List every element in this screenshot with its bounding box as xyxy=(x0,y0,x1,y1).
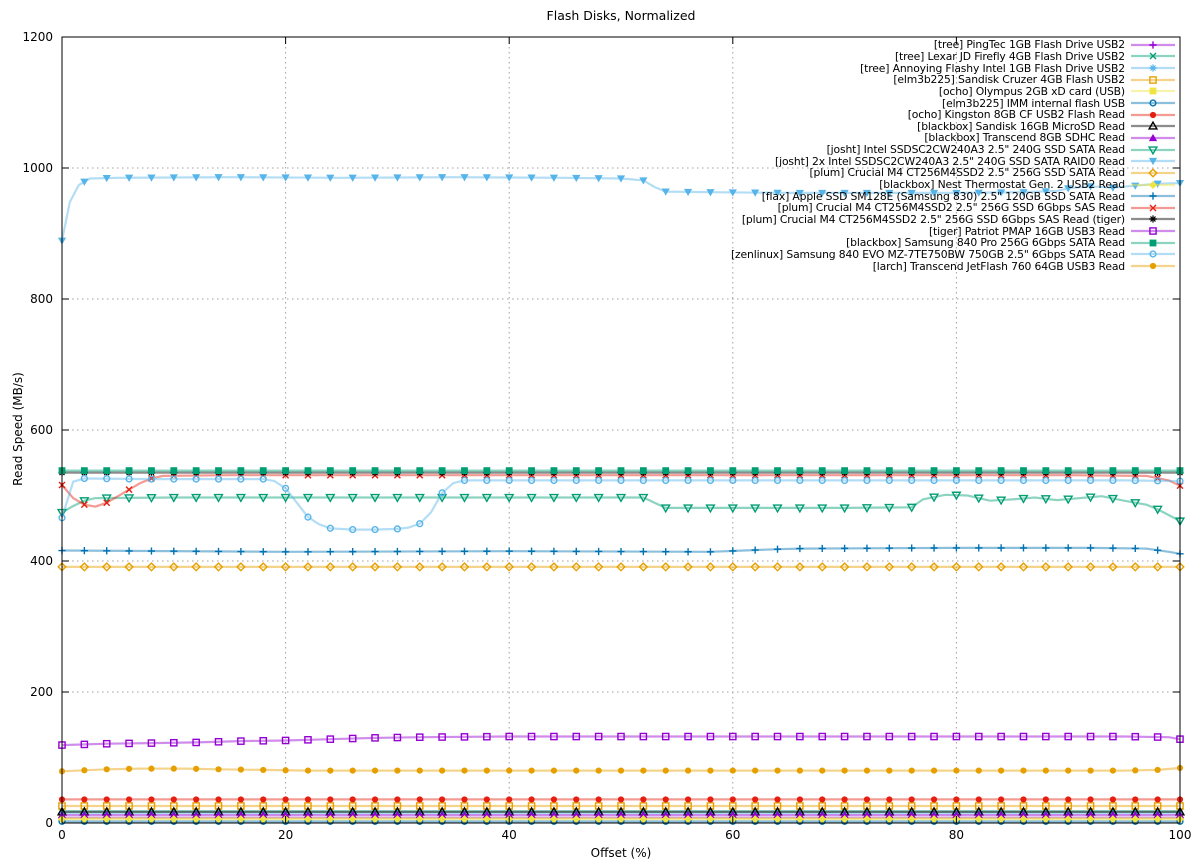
legend-marker-plus-icon xyxy=(1131,41,1175,49)
legend-item: [plum] Crucial M4 CT256M4SSD2 2.5" 256G … xyxy=(731,212,1176,226)
legend-marker-square-filled-icon xyxy=(1131,87,1175,95)
legend-marker-triangle-down-filled-icon xyxy=(1131,158,1175,166)
legend-marker-x-icon xyxy=(1131,52,1175,60)
legend-label: [blackbox] Samsung 840 Pro 256G 6Gbps SA… xyxy=(846,236,1125,250)
legend-item: [tree] PingTec 1GB Flash Drive USB2 xyxy=(731,38,1176,52)
legend-label: [plum] Crucial M4 CT256M4SSD2 2.5" 256G … xyxy=(741,212,1125,226)
legend-label: [ocho] Kingston 8GB CF USB2 Flash Read xyxy=(907,108,1125,122)
legend-marker-square-open-icon xyxy=(1131,75,1175,84)
legend-item: [ocho] Kingston 8GB CF USB2 Flash Read xyxy=(731,108,1176,122)
legend-item: [flax] Apple SSD SM128E (Samsung 830) 2.… xyxy=(731,189,1176,203)
legend-marker-asterisk-icon xyxy=(1131,64,1175,72)
legend-label: [larch] Transcend JetFlash 760 64GB USB3… xyxy=(872,259,1125,273)
legend-item: [tree] Annoying Flashy Intel 1GB Flash D… xyxy=(731,61,1176,75)
legend-label: [blackbox] Sandisk 16GB MicroSD Read xyxy=(917,119,1125,133)
legend-item: [blackbox] Sandisk 16GB MicroSD Read xyxy=(731,119,1176,133)
legend-marker-triangle-up-filled-icon xyxy=(1131,133,1175,142)
legend-label: [josht] Intel SSDSC2CW240A3 2.5" 240G SS… xyxy=(826,143,1126,157)
svg-text:0: 0 xyxy=(45,816,53,830)
chart-title: Flash Disks, Normalized xyxy=(546,8,696,23)
svg-text:0: 0 xyxy=(58,828,66,842)
svg-text:20: 20 xyxy=(278,828,293,842)
legend-item: [elm3b225] IMM internal flash USB xyxy=(731,96,1176,110)
legend-marker-plus-icon xyxy=(1131,192,1175,200)
legend-item: [josht] 2x Intel SSDSC2CW240A3 2.5" 240G… xyxy=(731,154,1176,168)
legend-label: [zenlinux] Samsung 840 EVO MZ-7TE750BW 7… xyxy=(730,247,1125,261)
legend-item: [ocho] Olympus 2GB xD card (USB) xyxy=(731,84,1176,98)
legend-marker-triangle-up-open-icon xyxy=(1131,121,1175,130)
legend-label: [tree] Annoying Flashy Intel 1GB Flash D… xyxy=(860,61,1125,75)
svg-text:200: 200 xyxy=(30,685,53,699)
legend-marker-asterisk-icon xyxy=(1131,215,1175,224)
legend-label: [blackbox] Nest Thermostat Gen. 2 USB2 R… xyxy=(879,178,1125,192)
legend-marker-square-filled-icon xyxy=(1131,239,1175,247)
legend-item: [plum] Crucial M4 CT256M4SSD2 2.5" 256G … xyxy=(731,201,1176,215)
svg-text:400: 400 xyxy=(30,554,53,568)
svg-text:80: 80 xyxy=(949,828,964,842)
legend-marker-square-open-icon xyxy=(1131,227,1175,235)
legend-label: [tree] PingTec 1GB Flash Drive USB2 xyxy=(933,38,1125,52)
svg-text:600: 600 xyxy=(30,423,53,437)
x-axis-label: Offset (%) xyxy=(590,846,652,860)
svg-text:100: 100 xyxy=(1169,828,1192,842)
svg-text:800: 800 xyxy=(30,292,53,306)
legend-label: [elm3b225] IMM internal flash USB xyxy=(942,96,1125,110)
legend-item: [blackbox] Transcend 8GB SDHC Read xyxy=(731,131,1176,145)
svg-text:60: 60 xyxy=(725,828,740,842)
legend-label: [plum] Crucial M4 CT256M4SSD2 2.5" 256G … xyxy=(809,166,1125,180)
legend-label: [josht] 2x Intel SSDSC2CW240A3 2.5" 240G… xyxy=(775,154,1125,168)
legend-item: [larch] Transcend JetFlash 760 64GB USB3… xyxy=(731,259,1176,273)
legend-marker-circle-filled-icon xyxy=(1131,262,1175,270)
legend-marker-circle-open-icon xyxy=(1131,250,1175,258)
legend-label: [plum] Crucial M4 CT256M4SSD2 2.5" 256G … xyxy=(777,201,1125,215)
legend-item: [tree] Lexar JD Firefly 4GB Flash Drive … xyxy=(731,49,1176,63)
svg-text:40: 40 xyxy=(502,828,517,842)
legend-item: [zenlinux] Samsung 840 EVO MZ-7TE750BW 7… xyxy=(730,247,1176,261)
legend-label: [tiger] Patriot PMAP 16GB USB3 Read xyxy=(928,224,1125,238)
legend: [tree] PingTec 1GB Flash Drive USB2 [tree… xyxy=(730,38,1176,273)
legend-label: [elm3b225] Sandisk Cruzer 4GB Flash USB2 xyxy=(893,73,1125,87)
legend-marker-circle-open-icon xyxy=(1131,99,1175,107)
legend-item: [blackbox] Samsung 840 Pro 256G 6Gbps SA… xyxy=(731,236,1176,250)
legend-marker-triangle-down-open-icon xyxy=(1131,145,1175,155)
legend-item: [tiger] Patriot PMAP 16GB USB3 Read xyxy=(731,224,1176,238)
legend-marker-x-icon xyxy=(1131,204,1175,212)
legend-marker-diamond-filled-icon xyxy=(1131,180,1175,189)
legend-item: [josht] Intel SSDSC2CW240A3 2.5" 240G SS… xyxy=(731,143,1176,157)
svg-text:1200: 1200 xyxy=(22,30,53,44)
legend-item: [elm3b225] Sandisk Cruzer 4GB Flash USB2 xyxy=(731,73,1176,87)
svg-text:1000: 1000 xyxy=(22,161,53,175)
legend-item: [plum] Crucial M4 CT256M4SSD2 2.5" 256G … xyxy=(731,166,1176,180)
legend-marker-circle-filled-icon xyxy=(1131,111,1175,118)
legend-label: [ocho] Olympus 2GB xD card (USB) xyxy=(938,84,1125,98)
legend-label: [blackbox] Transcend 8GB SDHC Read xyxy=(924,131,1125,145)
legend-marker-diamond-open-icon xyxy=(1131,168,1175,178)
legend-label: [flax] Apple SSD SM128E (Samsung 830) 2.… xyxy=(761,189,1125,203)
legend-item: [blackbox] Nest Thermostat Gen. 2 USB2 R… xyxy=(731,178,1176,192)
legend-label: [tree] Lexar JD Firefly 4GB Flash Drive … xyxy=(894,49,1125,63)
